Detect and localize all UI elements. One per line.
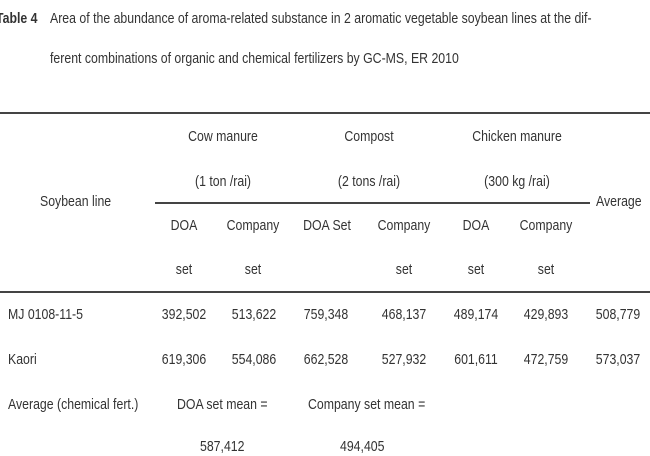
cell-average: 508,779 bbox=[595, 306, 641, 323]
top-rule bbox=[0, 112, 650, 114]
subcol-1-line2: set bbox=[175, 261, 193, 278]
cell: 429,893 bbox=[523, 306, 569, 323]
caption-line-2: ferent combinations of organic and chemi… bbox=[50, 50, 459, 67]
doa-mean-label: DOA set mean = bbox=[177, 396, 268, 413]
cell: 554,086 bbox=[231, 351, 277, 368]
company-mean-label: Company set mean = bbox=[308, 396, 426, 413]
group-rule bbox=[155, 202, 590, 204]
subcol-4-line2: set bbox=[395, 261, 413, 278]
row-label: Kaori bbox=[8, 351, 37, 368]
group-cow-manure-rate: (1 ton /rai) bbox=[194, 173, 252, 190]
cell: 392,502 bbox=[161, 306, 207, 323]
group-chicken-manure-rate: (300 kg /rai) bbox=[484, 173, 550, 190]
header-average: Average bbox=[596, 193, 642, 210]
cell: 619,306 bbox=[161, 351, 207, 368]
cell: 662,528 bbox=[303, 351, 349, 368]
subcol-5-line2: set bbox=[467, 261, 485, 278]
subcol-4: Company bbox=[377, 217, 431, 234]
cell: 472,759 bbox=[523, 351, 569, 368]
subcol-1: DOA bbox=[170, 217, 198, 234]
header-soybean-line: Soybean line bbox=[40, 193, 112, 210]
caption-line-1: Area of the abundance of aroma-related s… bbox=[50, 10, 592, 27]
cell: 513,622 bbox=[231, 306, 277, 323]
footer-label: Average (chemical fert.) bbox=[8, 396, 139, 413]
subcol-6-line2: set bbox=[537, 261, 555, 278]
group-chicken-manure: Chicken manure bbox=[472, 128, 562, 145]
cell: 601,611 bbox=[454, 351, 498, 368]
header-rule bbox=[0, 291, 650, 293]
row-label: MJ 0108-11-5 bbox=[8, 306, 83, 323]
subcol-5: DOA bbox=[462, 217, 490, 234]
subcol-2: Company bbox=[226, 217, 280, 234]
doa-mean-value: 587,412 bbox=[200, 438, 245, 455]
subcol-6: Company bbox=[519, 217, 573, 234]
cell: 527,932 bbox=[381, 351, 427, 368]
cell: 468,137 bbox=[381, 306, 427, 323]
caption-label: Table 4 bbox=[0, 10, 38, 27]
group-compost-rate: (2 tons /rai) bbox=[337, 173, 401, 190]
group-cow-manure: Cow manure bbox=[188, 128, 258, 145]
cell: 489,174 bbox=[453, 306, 499, 323]
subcol-2-line2: set bbox=[244, 261, 262, 278]
cell-average: 573,037 bbox=[595, 351, 641, 368]
company-mean-value: 494,405 bbox=[340, 438, 385, 455]
cell: 759,348 bbox=[303, 306, 349, 323]
group-compost: Compost bbox=[344, 128, 394, 145]
subcol-3: DOA Set bbox=[303, 217, 351, 234]
